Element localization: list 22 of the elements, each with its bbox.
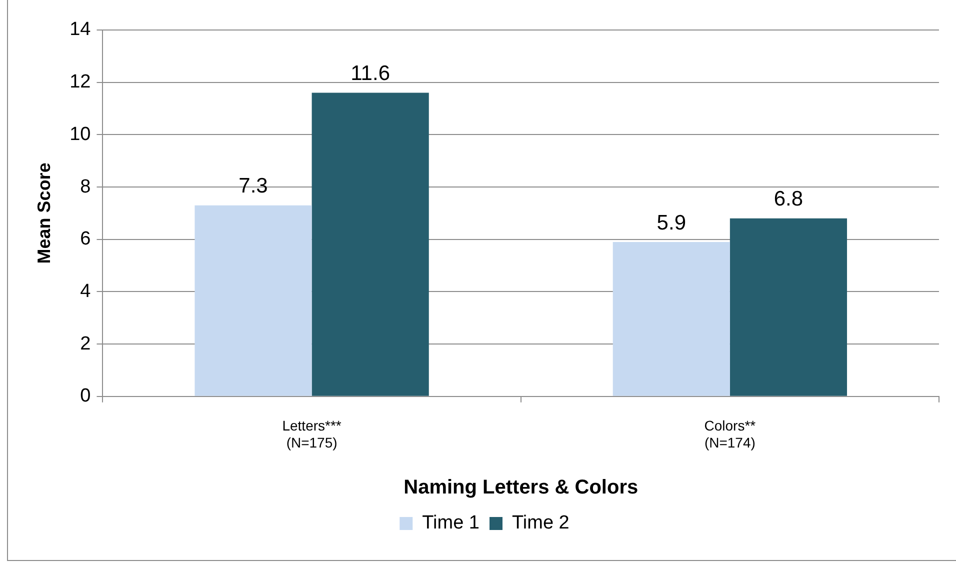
x-axis-title: Naming Letters & Colors: [404, 476, 638, 499]
x-tick-label: Colors** (N=174): [704, 418, 756, 450]
data-label: 11.6: [350, 62, 390, 86]
legend-label: Time 1: [422, 512, 480, 534]
bar: [612, 242, 730, 396]
x-tick-label: Letters*** (N=175): [282, 418, 342, 450]
bar: [194, 205, 312, 396]
y-tick-label: 2: [80, 333, 91, 354]
y-tick-label: 12: [70, 72, 91, 93]
y-axis-title: Mean Score: [34, 162, 54, 264]
y-tick-label: 0: [80, 386, 91, 407]
y-tick-label: 6: [80, 228, 91, 250]
data-label: 6.8: [774, 188, 804, 211]
y-tick-label: 8: [80, 176, 91, 198]
bar: [312, 92, 429, 396]
y-tick-label: 10: [70, 124, 91, 145]
y-tick-label: 4: [80, 280, 92, 302]
data-label: 7.3: [238, 174, 268, 198]
y-tick-label: 14: [70, 19, 92, 40]
bar: [730, 218, 848, 396]
data-label: 5.9: [656, 211, 686, 234]
legend-label: Time 2: [512, 512, 570, 534]
